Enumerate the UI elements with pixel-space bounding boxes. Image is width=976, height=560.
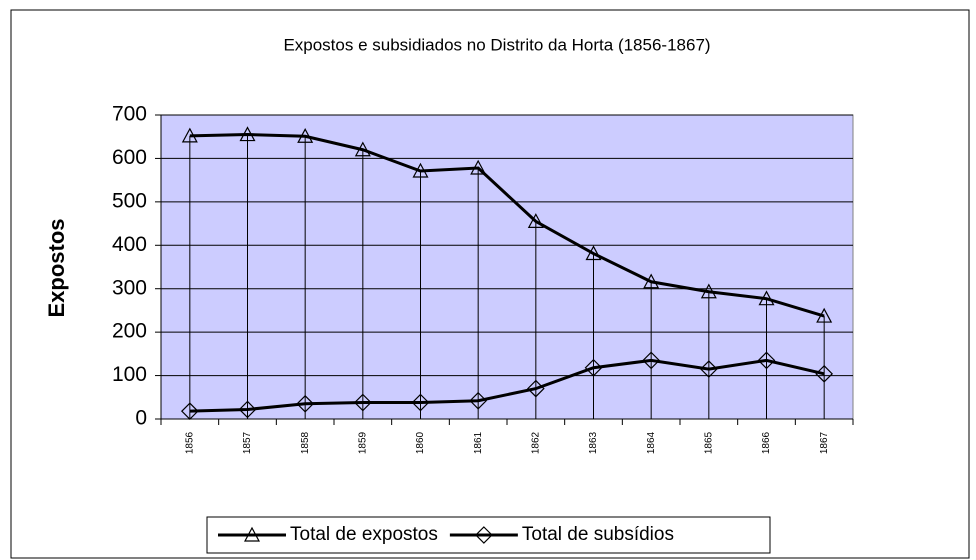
x-tick-label: 1867	[819, 431, 830, 454]
x-tick-label: 1863	[588, 431, 599, 454]
x-tick-label: 1859	[357, 431, 368, 454]
x-tick-label: 1865	[703, 431, 714, 454]
y-axis-label: Expostos	[44, 218, 69, 317]
legend-marker	[243, 526, 261, 542]
x-tick-label: 1857	[242, 431, 253, 454]
x-tick-label: 1864	[646, 431, 657, 454]
x-tick-label: 1856	[184, 431, 195, 454]
point-marker	[699, 360, 718, 378]
point-marker	[239, 126, 256, 142]
x-tick-label: 1862	[530, 431, 541, 454]
x-tick-label: 1861	[473, 431, 484, 454]
y-tick-label: 100	[112, 363, 147, 386]
chart-title: Expostos e subsidiados no Distrito da Ho…	[283, 35, 710, 54]
point-marker	[411, 393, 430, 412]
legend-label: Total de subsídios	[522, 524, 674, 545]
x-tick-label: 1866	[761, 431, 772, 454]
point-marker	[584, 358, 603, 377]
point-marker	[412, 162, 429, 178]
point-marker	[180, 402, 199, 421]
point-marker	[700, 283, 717, 299]
point-marker	[470, 159, 487, 175]
point-marker	[296, 394, 315, 413]
point-marker	[815, 364, 834, 383]
legend-marker	[475, 526, 493, 544]
y-tick-label: 600	[112, 146, 147, 169]
point-marker	[181, 127, 198, 143]
point-marker	[757, 351, 776, 370]
y-tick-label: 500	[112, 189, 147, 212]
point-marker	[527, 213, 544, 228]
point-marker	[816, 307, 833, 323]
point-marker	[238, 400, 257, 419]
legend-label: Total de expostos	[290, 524, 438, 545]
series-line	[189, 133, 825, 318]
point-marker	[758, 290, 775, 306]
point-marker	[354, 141, 371, 157]
point-marker	[526, 379, 545, 398]
x-tick-label: 1860	[415, 431, 426, 454]
y-tick-label: 300	[112, 276, 147, 299]
plot-area	[160, 114, 854, 420]
legend: Total de expostos Total de subsídios	[206, 516, 771, 554]
y-tick-label: 0	[135, 407, 147, 430]
y-tick-label: 700	[112, 103, 147, 126]
point-marker	[469, 391, 488, 410]
point-marker	[642, 351, 661, 370]
point-marker	[297, 128, 314, 143]
x-tick-label: 1858	[300, 431, 311, 454]
point-marker	[585, 245, 602, 261]
point-marker	[643, 273, 660, 289]
y-tick-label: 200	[112, 320, 147, 343]
y-tick-label: 400	[112, 233, 147, 256]
point-marker	[353, 393, 372, 412]
series-line	[189, 358, 825, 413]
